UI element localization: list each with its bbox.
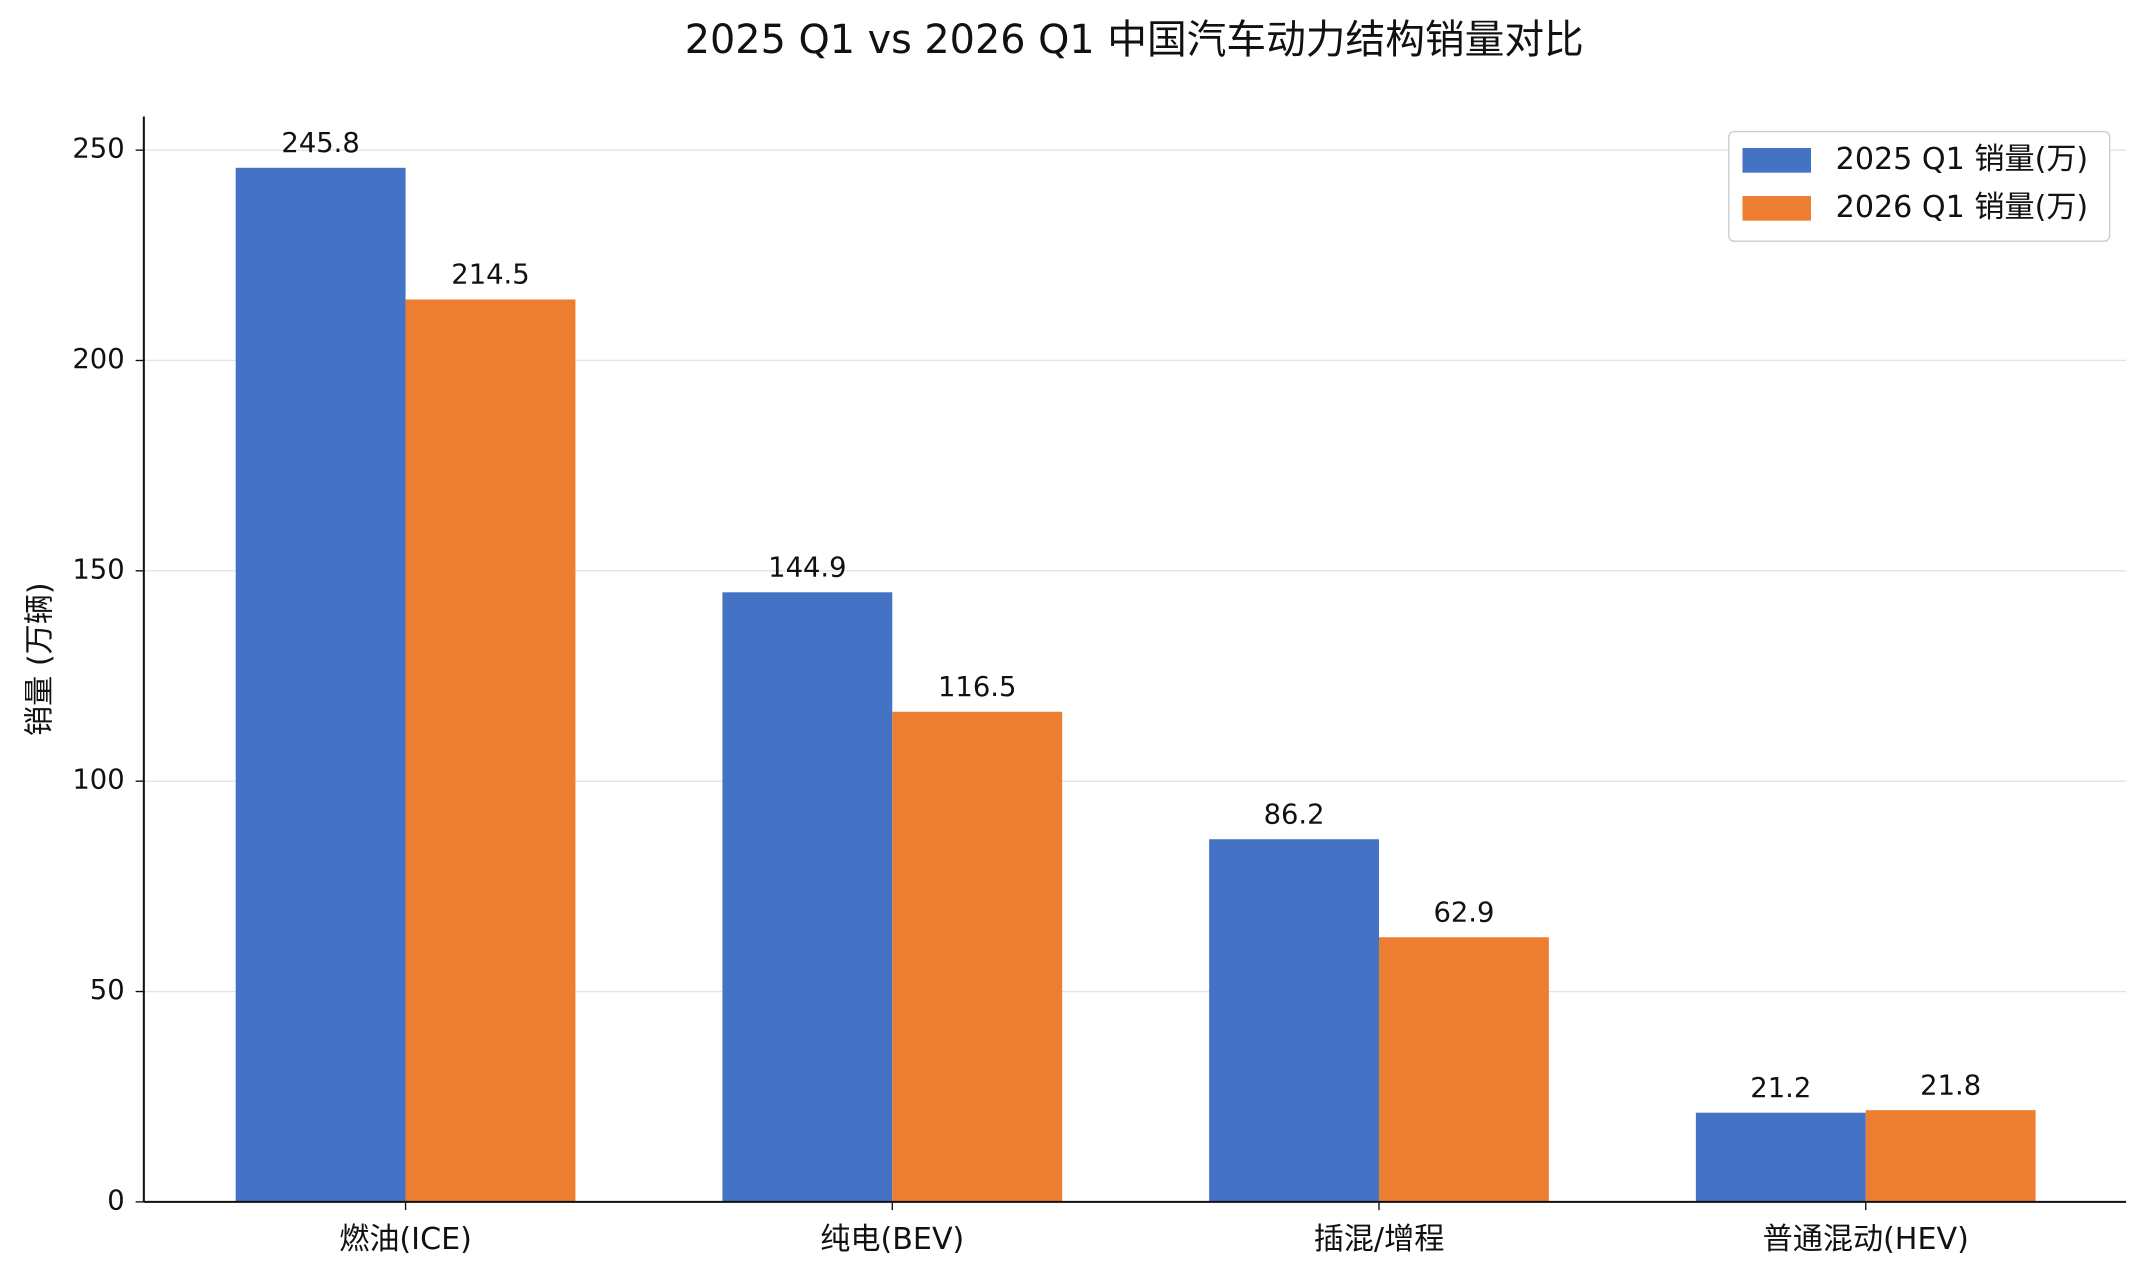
value-label: 116.5	[938, 672, 1016, 703]
legend-label: 2025 Q1 销量(万)	[1836, 142, 2089, 177]
bar	[1209, 839, 1380, 1202]
x-tick-label: 插混/增程	[1314, 1222, 1445, 1257]
bar	[722, 592, 893, 1202]
bar	[1695, 1112, 1866, 1202]
y-tick-label: 100	[72, 765, 124, 796]
y-tick-label: 200	[72, 344, 124, 375]
x-tick-label: 纯电(BEV)	[820, 1222, 964, 1257]
y-tick-label: 150	[72, 554, 124, 585]
chart-title: 2025 Q1 vs 2026 Q1 中国汽车动力结构销量对比	[685, 17, 1584, 63]
value-label: 21.8	[1920, 1070, 1981, 1101]
bar	[405, 299, 576, 1202]
value-label: 245.8	[281, 128, 359, 159]
value-label: 86.2	[1264, 799, 1325, 830]
bar	[892, 711, 1063, 1202]
legend-swatch	[1742, 148, 1812, 173]
x-tick-label: 普通混动(HEV)	[1763, 1222, 1969, 1257]
y-tick-label: 250	[72, 134, 124, 165]
bar	[1379, 937, 1549, 1202]
value-label: 214.5	[451, 260, 529, 291]
bar	[235, 167, 406, 1202]
legend-label: 2026 Q1 销量(万)	[1836, 190, 2089, 225]
value-label: 62.9	[1433, 897, 1494, 928]
value-label: 21.2	[1750, 1073, 1811, 1104]
x-tick-label: 燃油(ICE)	[339, 1222, 472, 1257]
y-tick-label: 0	[107, 1185, 124, 1216]
legend-swatch	[1742, 195, 1812, 221]
bar	[1865, 1110, 2036, 1202]
y-tick-label: 50	[90, 975, 125, 1006]
y-axis-label: 销量 (万辆)	[23, 582, 58, 736]
legend-box	[1728, 130, 2111, 242]
value-label: 144.9	[768, 552, 846, 583]
